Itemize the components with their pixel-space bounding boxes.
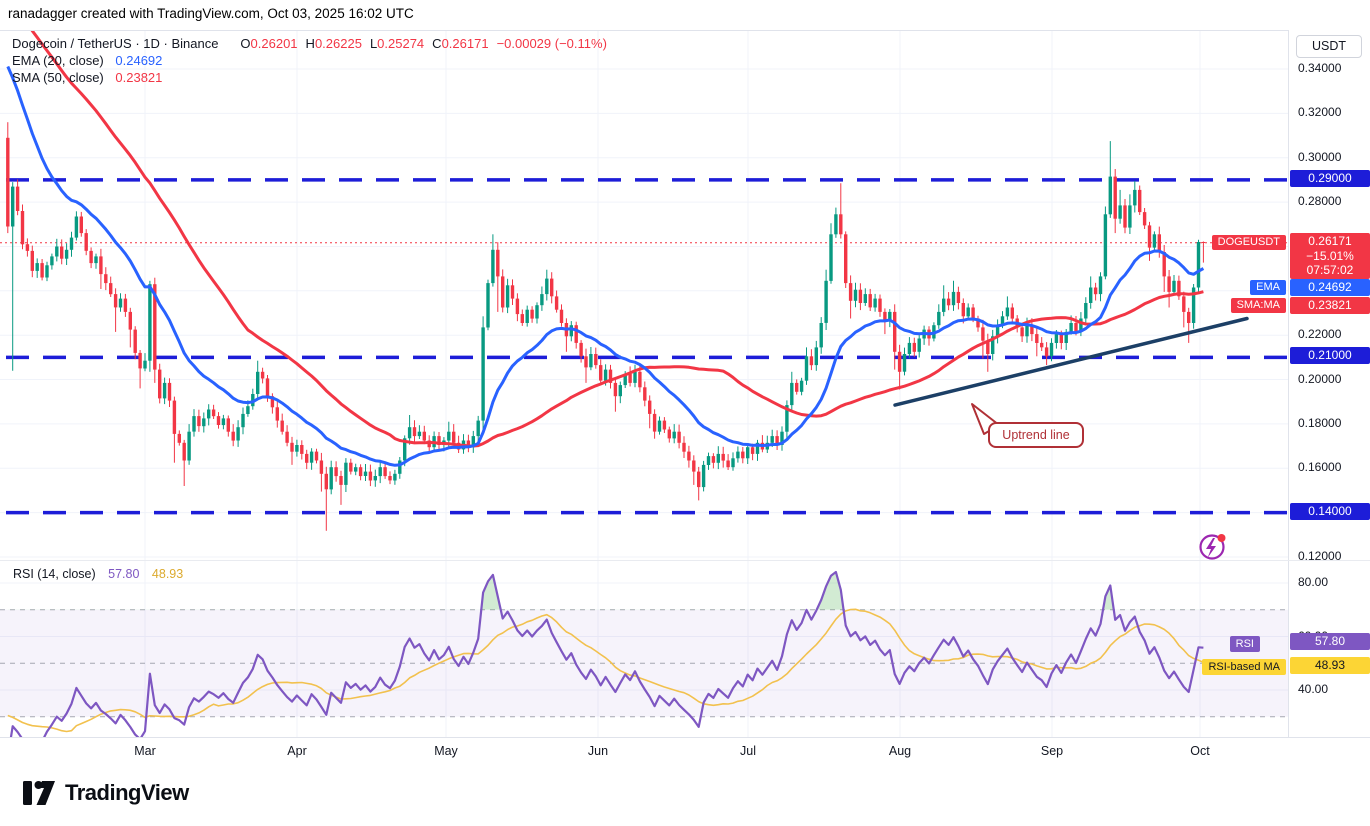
price-tick: 0.32000 (1298, 105, 1342, 119)
symbol-legend: Dogecoin / TetherUS · 1D · Binance O0.262… (12, 36, 607, 51)
sma-value-badge: 0.23821 (1290, 296, 1370, 314)
month-label: Jul (740, 744, 756, 758)
month-label: Aug (888, 744, 912, 758)
month-label: May (434, 744, 458, 758)
rsi-tick: 40.00 (1298, 682, 1329, 696)
ema-value-badge: 0.24692 (1290, 279, 1370, 296)
tradingview-logo-icon (23, 781, 55, 805)
rsi-ma-value: 48.93 (151, 567, 184, 581)
uptrend-line-callout[interactable]: Uptrend line (988, 422, 1084, 448)
candle-countdown: 07:57:02 (1306, 263, 1354, 277)
month-label: Oct (1190, 744, 1210, 758)
tradingview-logo[interactable]: TradingView (22, 778, 189, 808)
rsi-legend: RSI (14, close) 57.80 48.93 (13, 567, 192, 581)
month-label: Sep (1040, 744, 1064, 758)
time-axis[interactable]: Mar Apr May Jun Jul Aug Sep Oct (0, 737, 1370, 764)
ema-line-pill[interactable]: EMA (1250, 280, 1286, 295)
price-tick: 0.28000 (1298, 194, 1342, 208)
symbol-title: Dogecoin / TetherUS · 1D · Binance (12, 36, 219, 51)
month-label: Mar (134, 744, 156, 758)
change-value: −0.00029 (−0.11%) (496, 36, 607, 51)
level-badge-014: 0.14000 (1290, 503, 1370, 520)
price-change-percent: −15.01% (1306, 248, 1354, 263)
price-tick: 0.34000 (1298, 61, 1342, 75)
rsi-ma-line-pill[interactable]: RSI-based MA (1202, 659, 1286, 675)
chart-area[interactable]: Dogecoin / TetherUS · 1D · Binance O0.262… (0, 0, 1288, 764)
attribution-text: ranadagger created with TradingView.com,… (8, 6, 414, 21)
sma-line-pill[interactable]: SMA:MA (1230, 298, 1286, 313)
low-label: L (369, 36, 378, 51)
rsi-value-badge: 57.80 (1290, 633, 1370, 650)
flash-icon (1199, 534, 1226, 560)
price-tick: 0.22000 (1298, 327, 1342, 341)
chart-svg[interactable] (0, 0, 1288, 758)
ema-label: EMA (20, close) (12, 53, 104, 68)
sma-label: SMA (50, close) (12, 70, 104, 85)
rsi-value: 57.80 (108, 567, 140, 581)
price-tick: 0.12000 (1298, 549, 1342, 563)
pane-separator[interactable] (0, 560, 1370, 561)
rsi-ma-value-badge: 48.93 (1290, 657, 1370, 674)
level-badge-029: 0.29000 (1290, 170, 1370, 187)
symbol-price-pill[interactable]: DOGEUSDT (1211, 235, 1286, 250)
level-badge-021: 0.21000 (1290, 347, 1370, 364)
sma-value: 0.23821 (115, 70, 163, 85)
month-label: Apr (287, 744, 307, 758)
sma-legend: SMA (50, close) 0.23821 (12, 70, 162, 85)
price-tick: 0.18000 (1298, 416, 1342, 430)
low-value: 0.25274 (377, 36, 425, 51)
last-price-badge: 0.26171 −15.01% 07:57:02 (1290, 233, 1370, 279)
close-label: C (432, 36, 442, 51)
currency-toggle-button[interactable]: USDT (1296, 35, 1362, 58)
rsi-label: RSI (14, close) (13, 567, 96, 581)
last-price-value: 0.26171 (1308, 234, 1352, 248)
open-value: 0.26201 (250, 36, 298, 51)
tradingview-logo-text: TradingView (65, 780, 189, 805)
close-value: 0.26171 (441, 36, 489, 51)
ema-value: 0.24692 (115, 53, 163, 68)
high-label: H (305, 36, 315, 51)
high-value: 0.26225 (314, 36, 362, 51)
rsi-line-pill[interactable]: RSI (1229, 636, 1260, 652)
price-tick: 0.20000 (1298, 372, 1342, 386)
open-label: O (240, 36, 251, 51)
price-tick: 0.30000 (1298, 150, 1342, 164)
price-axis[interactable]: USDT 0.340000.320000.300000.280000.26000… (1288, 30, 1370, 763)
month-label: Jun (587, 744, 609, 758)
price-tick: 0.16000 (1298, 460, 1342, 474)
rsi-tick: 80.00 (1298, 575, 1329, 589)
ema-legend: EMA (20, close) 0.24692 (12, 53, 162, 68)
chart-canvas[interactable] (0, 0, 1288, 758)
